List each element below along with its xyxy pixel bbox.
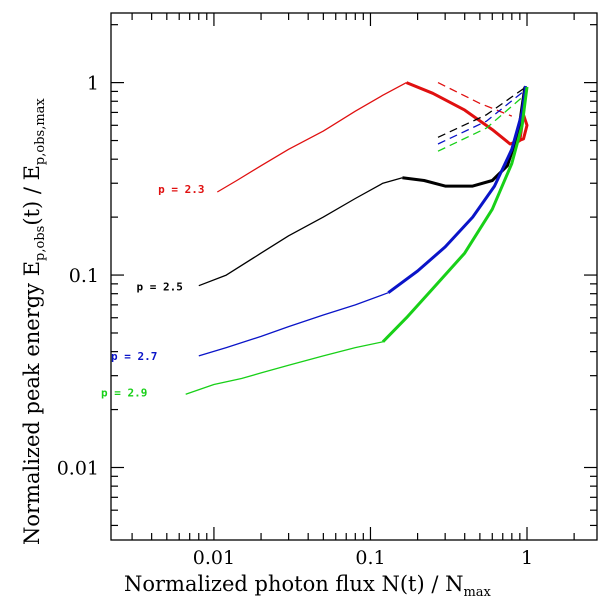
y-axis-label: Normalized peak energy Ep,obs(t) / Ep,ob… — [20, 98, 48, 545]
series-layer: p = 2.3 p = 2.5 p = 2.7 p = 2.9 — [101, 81, 529, 400]
series-line-p29-thick — [381, 86, 529, 343]
x-tick-label: 0.1 — [355, 547, 385, 569]
x-tick-label: 0.01 — [193, 547, 235, 569]
series-dashed-p29 — [437, 95, 524, 152]
series-dashed-p27 — [437, 90, 524, 145]
series-dashed-p25 — [437, 88, 524, 138]
y-tick-label: 0.01 — [57, 457, 99, 479]
series-line-p25-thick — [402, 86, 527, 188]
x-axis-label: Normalized photon flux N(t) / Nmax — [124, 572, 491, 600]
series-line-p23-thick — [405, 81, 529, 147]
series-line-p25-thin — [198, 177, 403, 287]
series-label-p23: p = 2.3 — [158, 183, 204, 196]
series-line-p27-thin — [198, 292, 389, 357]
x-tick-label: 1 — [521, 547, 533, 569]
y-tick-label: 0.1 — [69, 265, 99, 287]
series-label-p29: p = 2.9 — [101, 387, 147, 400]
series-line-p23-thin — [216, 82, 407, 193]
plot-frame — [110, 12, 598, 541]
series-dashed-p23 — [437, 82, 513, 117]
tick-labels: 0.01 0.1 1 0.01 0.1 1 — [57, 73, 533, 569]
y-tick-label: 1 — [87, 73, 99, 95]
series-line-p27-thick — [387, 85, 528, 294]
series-line-p29-thin — [185, 341, 384, 395]
series-label-p27: p = 2.7 — [111, 350, 157, 363]
tick-marks — [111, 13, 597, 540]
series-label-p25: p = 2.5 — [136, 281, 182, 294]
